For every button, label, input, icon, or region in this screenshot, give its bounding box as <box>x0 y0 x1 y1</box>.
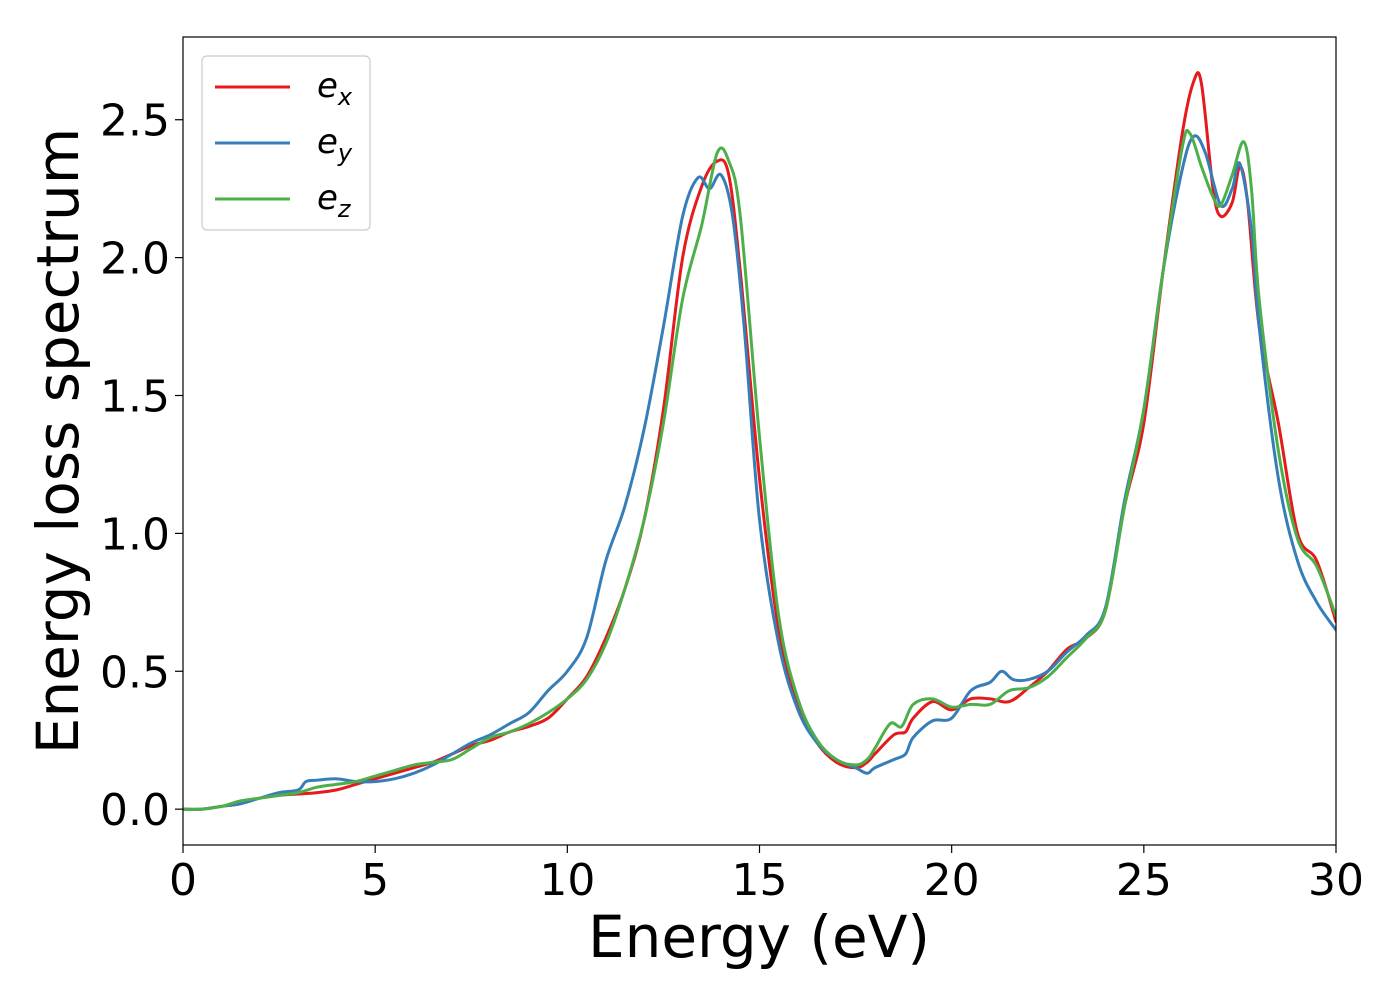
x-tick-label: 15 <box>732 855 788 906</box>
y-tick-label: 1.5 <box>100 371 170 422</box>
legend-label-z: ez <box>317 178 352 223</box>
x-tick-label: 0 <box>169 855 197 906</box>
y-tick-label: 2.0 <box>100 234 170 285</box>
series-layer <box>183 71 1336 811</box>
x-tick-label: 30 <box>1308 855 1364 906</box>
legend: ex ey ez <box>201 55 371 231</box>
series-line-y <box>183 134 1336 811</box>
y-axis: 0.0 0.5 1.0 1.5 2.0 2.5 <box>100 96 183 836</box>
x-axis-label: Energy (eV) <box>588 903 930 971</box>
y-tick-label: 2.5 <box>100 96 170 147</box>
x-tick-label: 25 <box>1116 855 1172 906</box>
x-tick-label: 20 <box>924 855 980 906</box>
y-tick-label: 1.0 <box>100 509 170 560</box>
x-tick-label: 10 <box>539 855 595 906</box>
y-tick-label: 0.0 <box>100 785 170 836</box>
legend-label-y: ey <box>317 122 353 167</box>
y-tick-label: 0.5 <box>100 647 170 698</box>
series-line-z <box>183 128 1336 811</box>
x-axis: 0 5 10 15 20 25 30 <box>169 845 1364 906</box>
x-tick-label: 5 <box>361 855 389 906</box>
y-axis-label: Energy loss spectrum <box>24 128 92 754</box>
legend-label-x: ex <box>317 66 353 111</box>
